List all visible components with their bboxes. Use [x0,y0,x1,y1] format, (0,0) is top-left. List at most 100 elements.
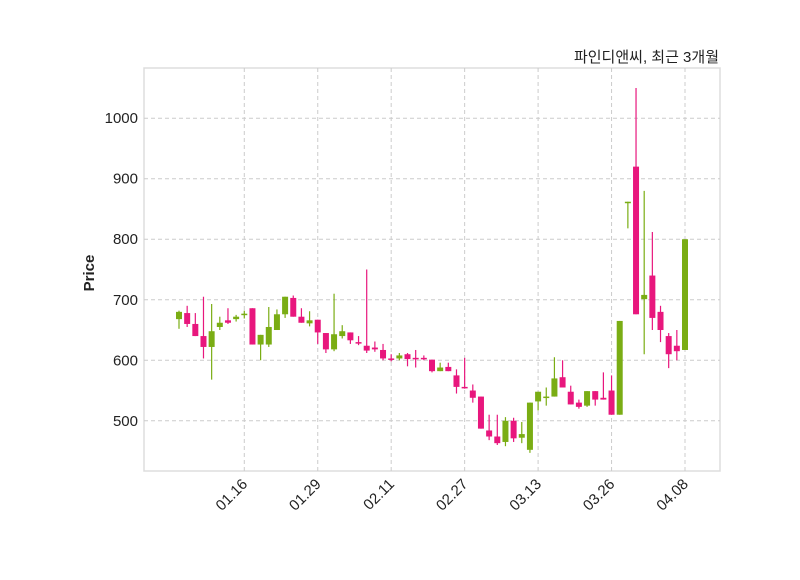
candle [314,319,321,344]
candle [682,239,688,350]
candle-body [584,391,591,406]
candle [420,355,427,361]
candle-body [396,355,403,359]
y-tick-label: 900 [113,171,138,188]
candle [510,417,517,442]
x-tick-label: 03.13 [506,476,545,515]
candle-body [249,308,256,345]
candle-body [437,367,444,372]
candle [233,314,240,322]
candle [339,325,346,339]
candle [584,391,591,407]
candle [535,391,542,411]
candle-body [567,391,574,405]
candle [257,334,264,361]
candle-body [526,402,533,450]
candle-body [551,378,558,397]
candle-body [673,345,680,352]
candle [224,308,231,324]
candle [592,391,599,406]
candle [559,360,566,388]
y-tick-label: 700 [113,292,138,309]
candle [176,310,182,329]
candle [575,399,582,409]
candle [437,362,444,372]
candle [200,296,207,359]
candle-body [306,320,313,324]
candle-body [486,430,493,437]
candle-body [355,342,362,344]
candle-body [510,420,517,439]
candle [567,385,574,405]
candle-body [641,294,648,300]
candle-body [682,239,688,350]
candle [282,296,289,318]
candle [649,231,656,331]
y-tick-label: 1000 [105,110,138,127]
x-tick-label: 01.29 [286,476,325,515]
x-tick-label: 04.08 [653,476,692,515]
candle [429,359,435,373]
candle [371,341,378,352]
candle-body [233,316,240,320]
candle-body [453,375,460,387]
candle-body [241,313,248,316]
candle [412,349,419,368]
x-tick-label: 02.11 [360,476,398,514]
candle [396,353,403,361]
candle [249,308,256,345]
candle [469,384,476,403]
candle-body [616,320,623,415]
candle [477,396,484,429]
candle-body [477,396,484,429]
candle-body [314,319,321,333]
candle [608,375,615,415]
candle [331,293,338,352]
y-tick-label: 500 [113,413,138,430]
candle-body [657,311,664,331]
candle-body [633,166,640,315]
candle [616,320,623,415]
candle-body [518,434,525,438]
candle-body [273,314,280,331]
candle [306,311,313,327]
candle-body [371,347,378,350]
candle [298,308,305,323]
candle [526,402,533,453]
candle-body [192,323,199,337]
candle [192,313,199,337]
candle [494,414,501,445]
candle [657,305,664,343]
plot-area [143,67,721,472]
candle-body [445,366,452,372]
candle-body [176,311,182,320]
y-tick-label: 600 [113,352,138,369]
candle-body [347,332,354,341]
candle-body [388,358,395,360]
candle [543,387,550,406]
candle [445,362,452,372]
chart-title: 파인디앤씨, 최근 3개월 [574,49,719,66]
candle-body [429,359,435,372]
candle [404,353,411,367]
candle [665,333,672,369]
candle [673,330,680,361]
candle [363,269,370,354]
candle-body [559,377,566,388]
candle [216,316,223,331]
candle [241,310,248,319]
candle-body [665,336,672,355]
candle-body [290,297,297,317]
x-tick-label: 01.16 [213,476,252,515]
candle-body [575,402,582,407]
candle-body [380,349,387,359]
candle [633,87,640,315]
candle-body [363,345,370,351]
candle [265,307,272,347]
candle-body [502,420,509,442]
candle [322,333,329,354]
candle [453,369,460,394]
candle [347,332,354,344]
candle [388,354,395,362]
